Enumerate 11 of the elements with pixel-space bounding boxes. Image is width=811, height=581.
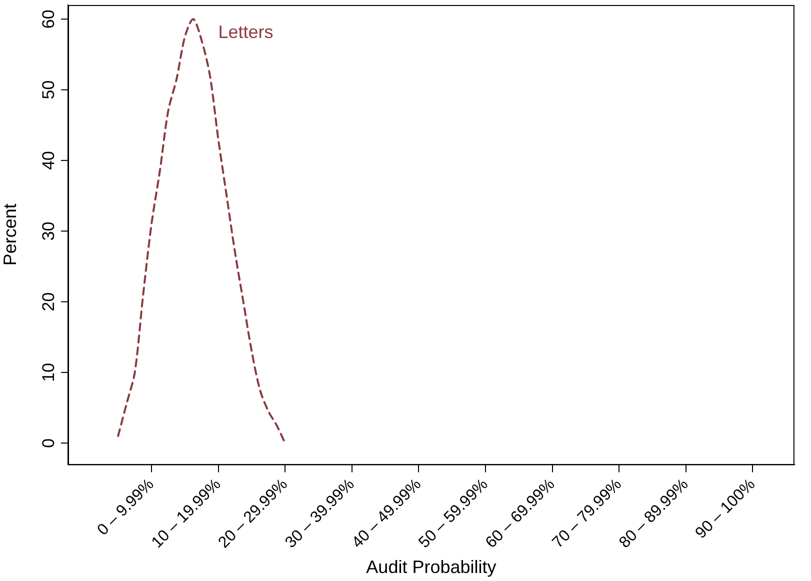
y-tick-label: 50: [39, 80, 58, 100]
y-tick-label: 10: [39, 362, 58, 382]
y-tick-label: 60: [39, 10, 58, 29]
y-tick-label: 20: [39, 292, 58, 312]
line-series: [117, 18, 286, 444]
y-axis-title: Percent: [0, 204, 20, 266]
y-tick-label: 40: [39, 150, 58, 170]
y-tick-label: 0: [39, 438, 58, 448]
x-axis-title: Audit Probability: [366, 557, 496, 578]
y-tick-label: 30: [39, 222, 58, 241]
series-label: Letters: [218, 22, 274, 42]
